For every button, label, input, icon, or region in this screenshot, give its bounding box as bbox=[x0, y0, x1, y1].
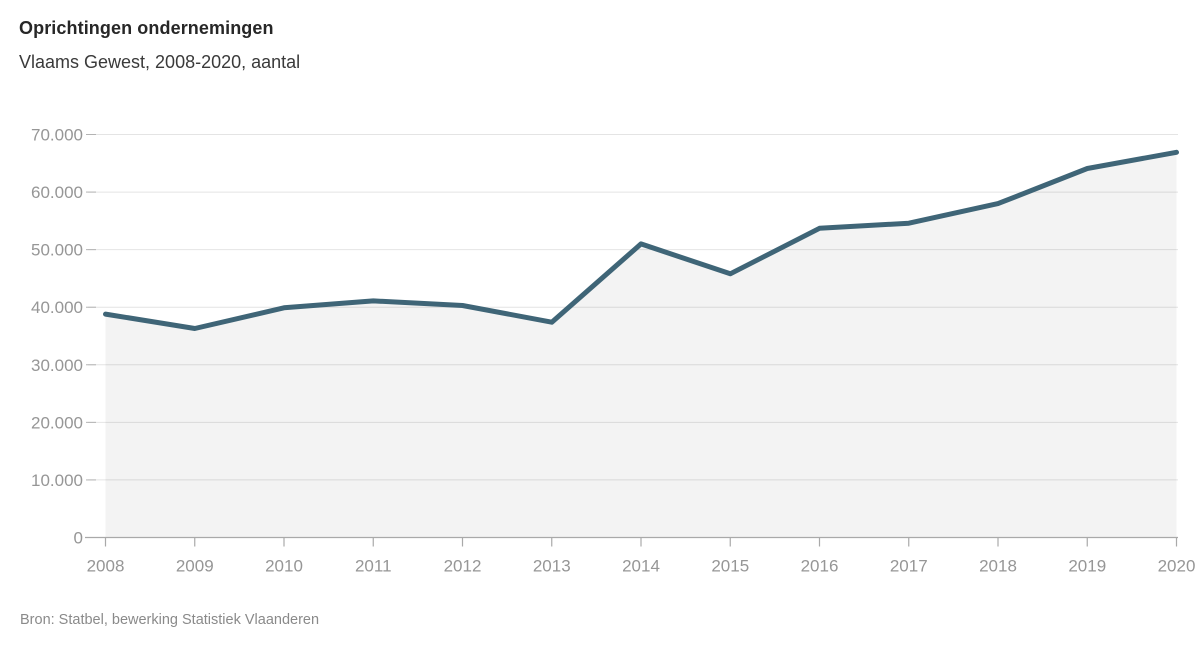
x-axis-label: 2020 bbox=[1158, 557, 1196, 576]
x-axis-label: 2016 bbox=[801, 557, 839, 576]
x-axis-label: 2013 bbox=[533, 557, 571, 576]
x-axis bbox=[85, 536, 1178, 547]
series-area-fill bbox=[105, 152, 1177, 538]
page-title: Oprichtingen ondernemingen bbox=[19, 18, 274, 38]
x-axis-label: 2014 bbox=[622, 557, 660, 576]
x-axis-label: 2019 bbox=[1068, 557, 1106, 576]
x-axis-label: 2010 bbox=[265, 557, 303, 576]
x-axis-label: 2011 bbox=[355, 557, 392, 576]
y-axis-label: 30.000 bbox=[31, 356, 83, 375]
x-axis-labels: 2008 2009 2010 2011 2012 2013 2014 2015 2016 2017… bbox=[87, 557, 1196, 576]
x-axis-label: 2017 bbox=[890, 557, 928, 576]
source-note: Bron: Statbel, bewerking Statistiek Vlaa… bbox=[20, 612, 320, 628]
x-axis-label: 2009 bbox=[176, 557, 214, 576]
chart-subtitle: Vlaams Gewest, 2008-2020, aantal bbox=[19, 52, 301, 72]
y-axis-labels: 0 10.000 20.000 30.000 40.000 50.000 60.000 70.… bbox=[31, 126, 83, 548]
y-axis-label: 40.000 bbox=[31, 298, 83, 317]
y-axis-label: 20.000 bbox=[31, 413, 83, 432]
y-axis-label: 0 bbox=[74, 529, 83, 548]
x-axis-label: 2008 bbox=[87, 557, 125, 576]
y-axis-label: 50.000 bbox=[31, 241, 83, 260]
x-axis-label: 2018 bbox=[979, 557, 1017, 576]
series-line bbox=[103, 149, 1179, 331]
y-gridlines bbox=[86, 134, 1178, 481]
x-axis-label: 2015 bbox=[711, 557, 749, 576]
line-chart: 0 10.000 20.000 30.000 40.000 50.000 60.000 70.… bbox=[31, 126, 1196, 576]
y-axis-label: 10.000 bbox=[31, 471, 83, 490]
y-axis-label: 70.000 bbox=[31, 126, 83, 145]
y-axis-label: 60.000 bbox=[31, 183, 83, 202]
x-axis-label: 2012 bbox=[444, 557, 482, 576]
